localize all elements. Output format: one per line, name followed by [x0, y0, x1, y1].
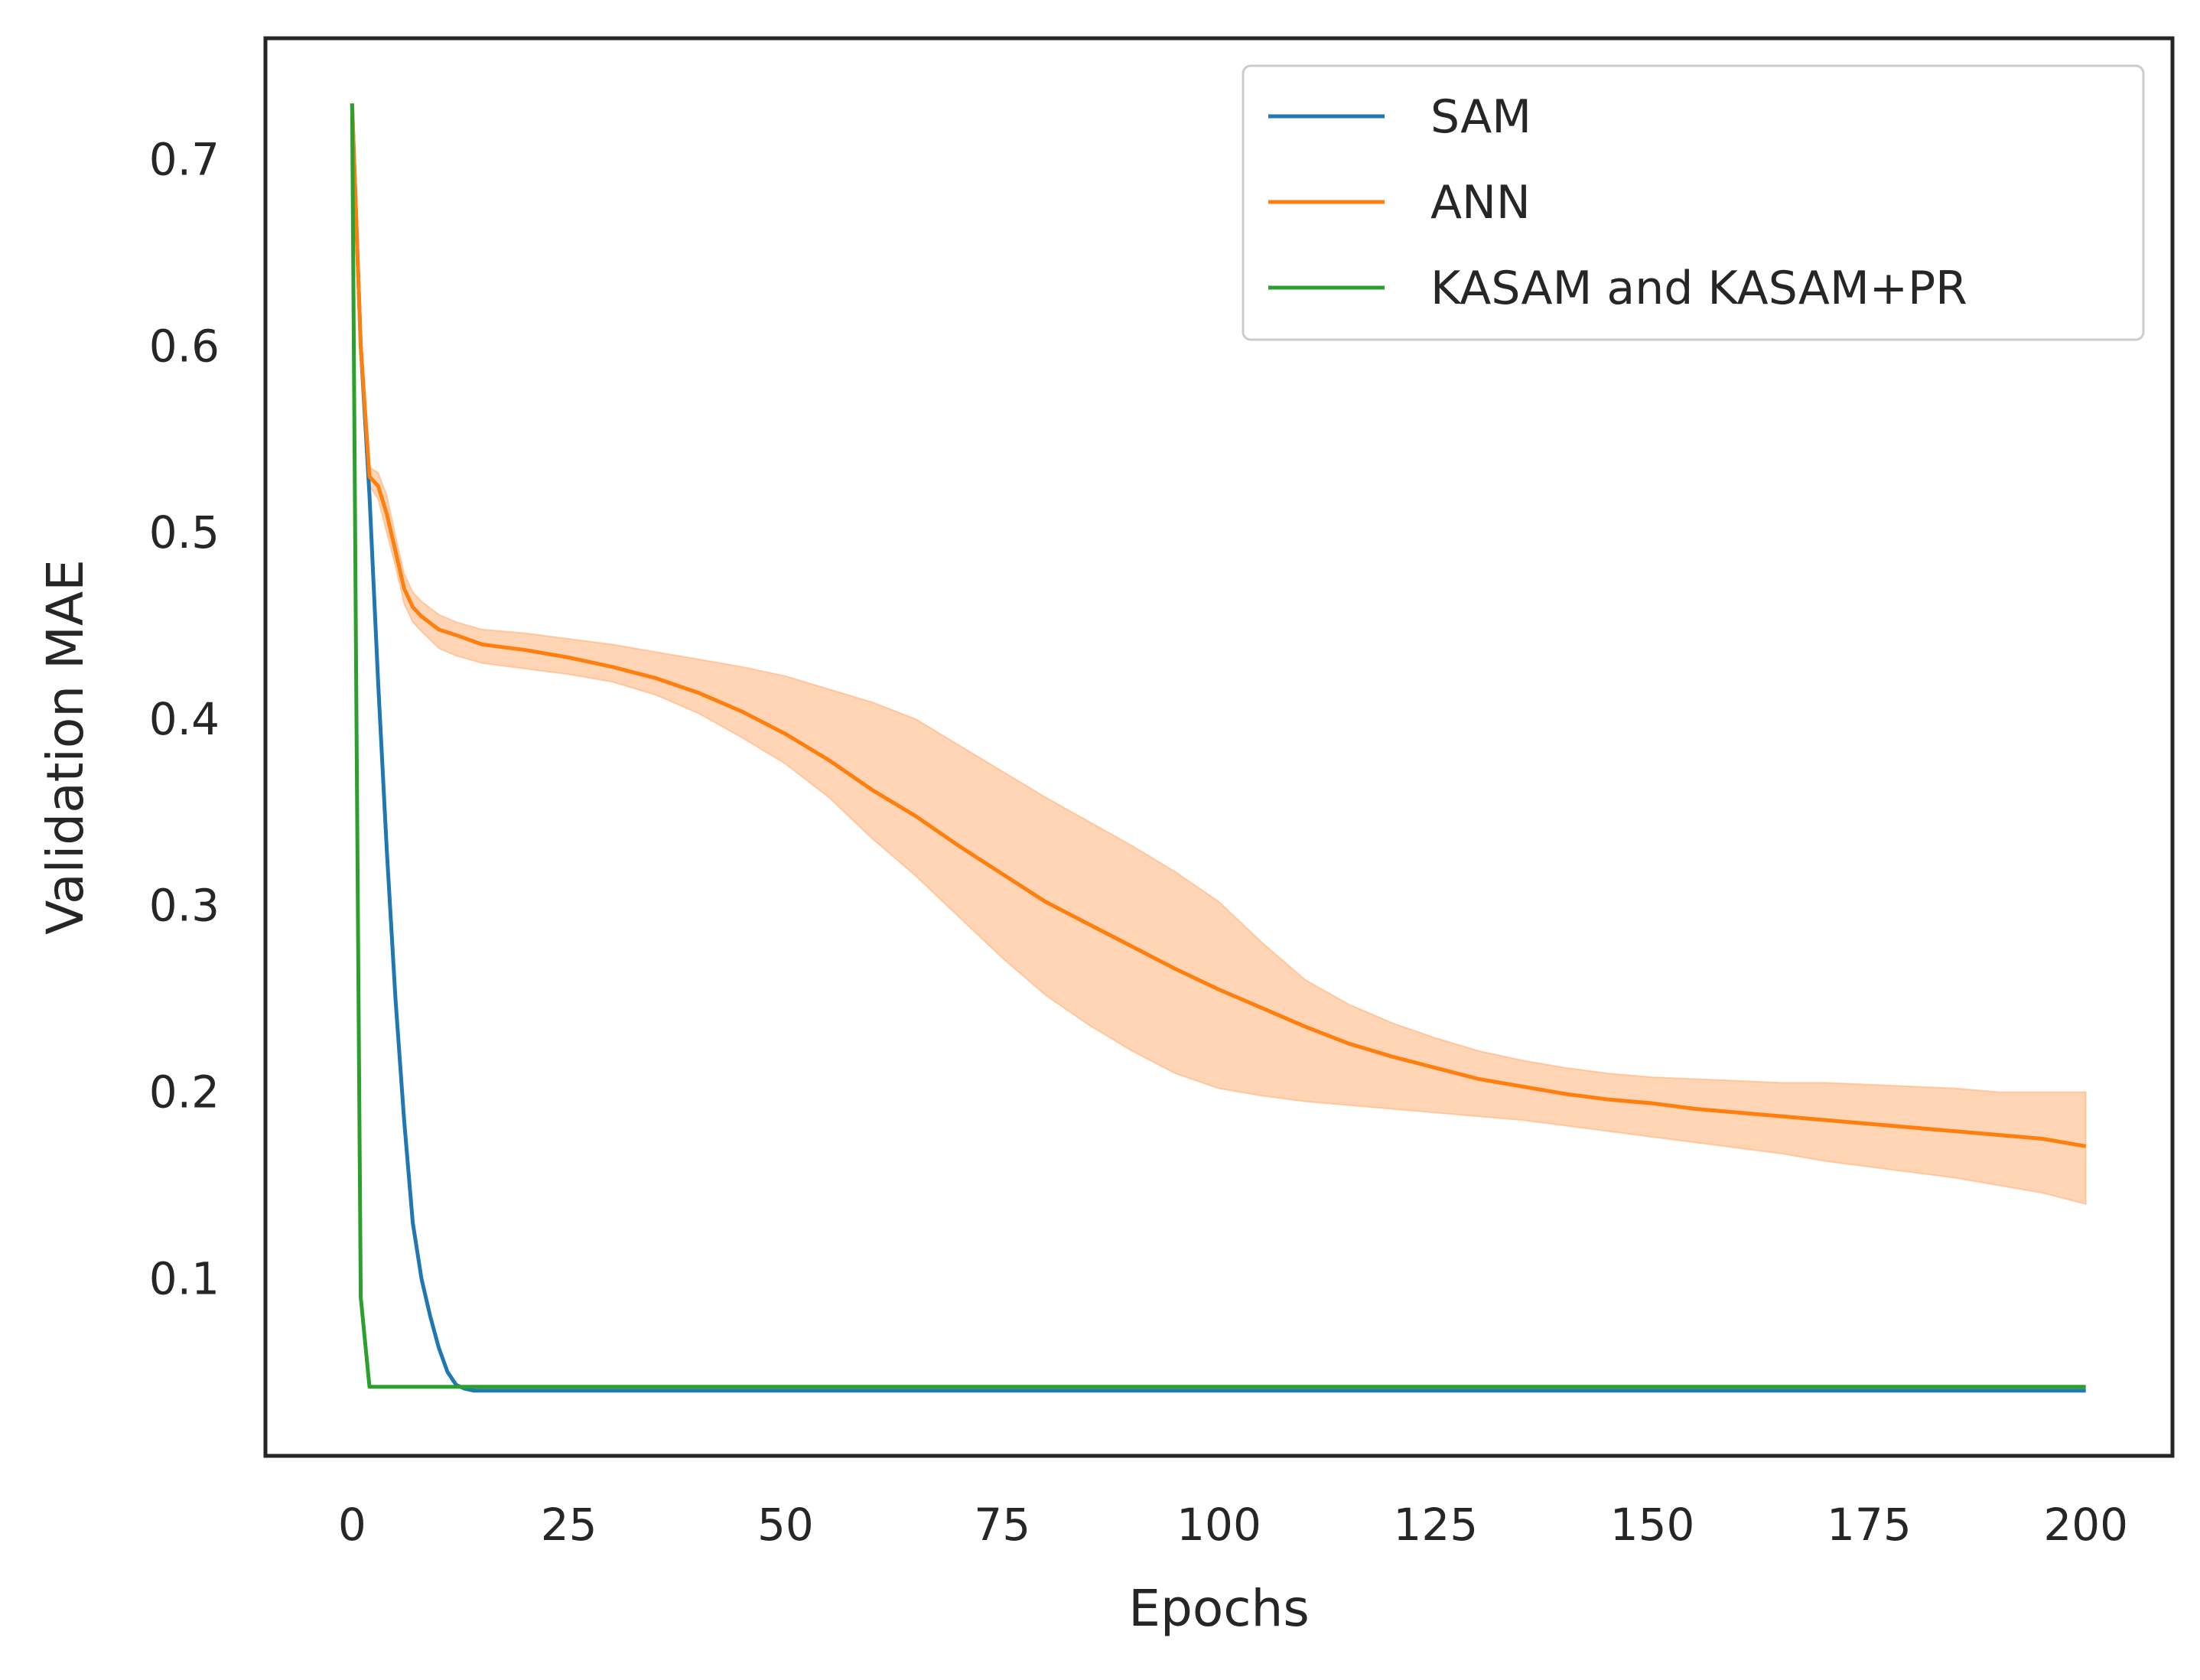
series-line-1	[350, 103, 2087, 1148]
x-tick-label: 0	[338, 1499, 366, 1551]
series-band-1	[351, 103, 2087, 1206]
legend-box	[1242, 64, 2145, 341]
x-tick-label: 50	[757, 1499, 814, 1551]
legend-label-0: SAM	[1430, 90, 1531, 144]
y-tick-label: 0.3	[149, 880, 220, 932]
y-tick-label: 0.7	[149, 133, 220, 185]
legend-label-2: KASAM and KASAM+PR	[1430, 262, 1967, 315]
y-tick-label: 0.2	[149, 1066, 220, 1118]
plot-area	[350, 103, 2087, 1393]
x-tick-label: 150	[1610, 1499, 1695, 1551]
y-tick-label: 0.6	[149, 320, 220, 372]
y-tick-label: 0.1	[149, 1252, 220, 1304]
x-tick-label: 125	[1393, 1499, 1478, 1551]
x-axis-label: Epochs	[1128, 1579, 1309, 1638]
series-line-0	[350, 103, 2086, 1393]
y-tick-label: 0.5	[149, 506, 220, 558]
x-tick-label: 200	[2043, 1499, 2128, 1551]
x-tick-label: 100	[1176, 1499, 1261, 1551]
series-line-2	[350, 103, 2086, 1389]
x-tick-label: 175	[1827, 1499, 1912, 1551]
x-tick-label: 25	[541, 1499, 597, 1551]
y-axis-label: Validation MAE	[36, 559, 95, 935]
y-tick-label: 0.4	[149, 693, 220, 745]
tick-labels: 0 25 50 75 100 125 150 175 200 0.1 0.2 0.3 0.4 0.5 0.6…	[149, 133, 2128, 1551]
legend: SAM ANN KASAM and KASAM+PR	[1242, 64, 2145, 341]
legend-label-1: ANN	[1430, 176, 1531, 230]
x-tick-label: 75	[974, 1499, 1030, 1551]
axes-frame	[263, 36, 2175, 1458]
